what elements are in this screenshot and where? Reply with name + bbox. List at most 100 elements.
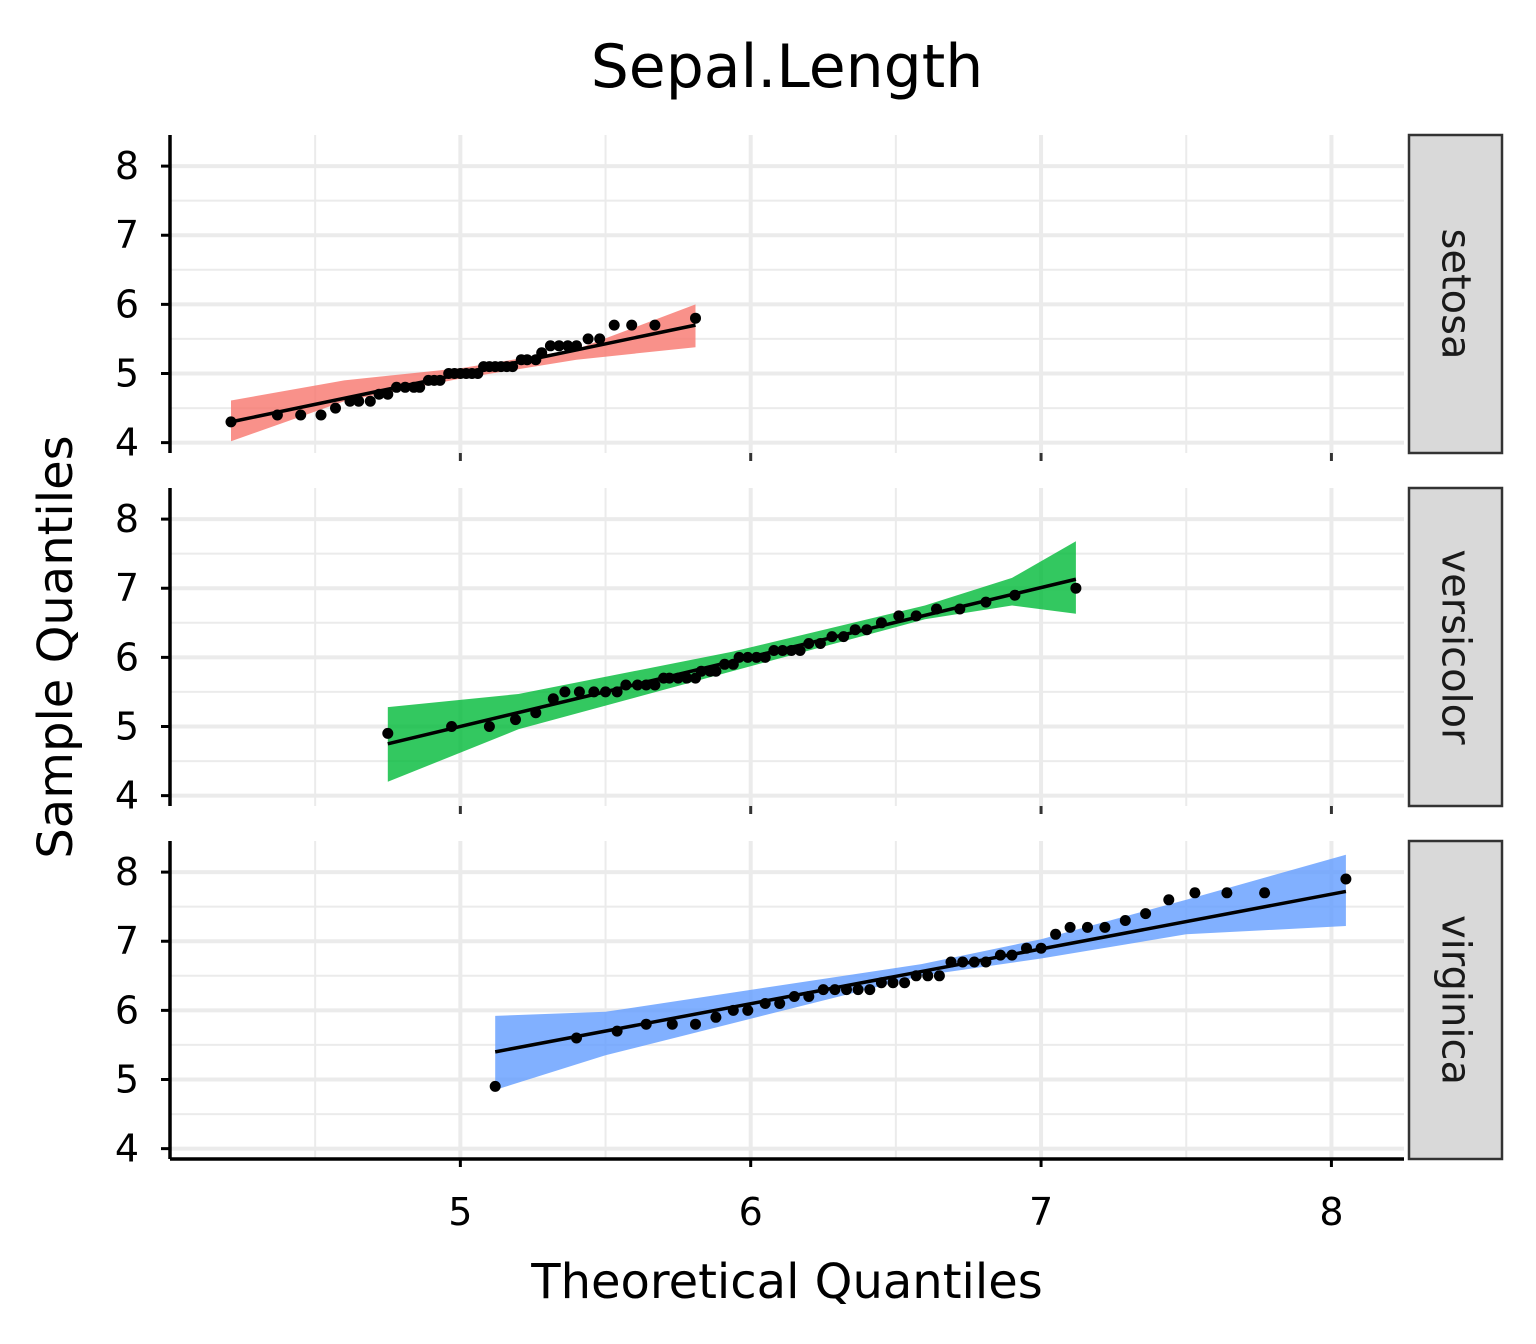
data-point [968,956,980,968]
data-point [608,319,620,331]
data-point [489,1080,501,1092]
data-point [530,707,542,719]
data-point [446,721,458,732]
data-point [887,977,899,989]
data-point [611,686,623,698]
data-point [1009,589,1021,601]
data-point [382,388,394,400]
data-point [777,645,789,656]
data-point [330,402,341,414]
data-point [573,686,585,698]
y-tick-label: 7 [115,566,139,610]
data-point [759,651,771,663]
data-point [849,624,861,636]
data-point [768,645,780,656]
data-point [954,603,966,615]
data-point [759,998,771,1009]
y-tick-label: 7 [115,213,139,257]
data-point [788,991,800,1002]
data-point [838,631,850,643]
data-point [271,409,283,421]
data-point [391,381,402,393]
data-point [666,1018,678,1030]
y-tick-label: 8 [115,497,139,541]
data-point [640,1018,652,1030]
data-point [910,610,922,622]
data-point [826,631,838,643]
data-point [994,949,1006,961]
x-axis: 5 6 7 8 [170,1157,1404,1234]
qq-line-virginica [494,889,1347,1054]
data-point [864,984,876,996]
x-axis-title: Theoretical Quantiles [530,1254,1042,1310]
data-point [571,1032,582,1044]
data-point [399,381,411,393]
data-point [710,665,722,677]
strip-background [1407,133,1504,455]
data-point [933,970,945,982]
x-tick-label: 6 [739,1190,763,1234]
data-point [588,686,600,698]
y-tick-label: 4 [115,774,139,818]
data-point [582,333,594,345]
data-point [893,610,905,622]
strip-background [1407,486,1504,808]
y-tick-label: 8 [115,144,139,188]
data-point [295,409,307,421]
data-point [742,1004,754,1016]
data-point [719,658,731,670]
data-point [571,340,582,352]
data-point [733,651,745,663]
data-point [817,984,829,996]
facet-strip-virginica: virginica [1407,839,1504,1161]
data-point [640,679,652,691]
data-point [663,672,675,684]
data-point [553,340,565,352]
chart-title: Sepal.Length [591,32,984,102]
data-point [841,984,852,996]
data-point [875,977,887,989]
data-point [695,665,707,677]
data-point [1163,894,1175,906]
data-point [225,416,237,428]
data-point [611,1025,623,1037]
strip-label: virginica [1433,915,1479,1085]
data-point [814,638,826,649]
data-point [649,679,661,691]
y-axis-title: Sample Quantiles [28,435,84,858]
strip-label: versicolor [1433,549,1479,745]
data-point [681,672,693,684]
data-point [1006,949,1018,961]
data-point [803,638,815,649]
data-point [727,1004,739,1016]
data-point [957,956,969,968]
data-point [980,596,992,608]
data-point [600,686,611,698]
facet-panel-setosa: 4 5 6 7 8 setosa [115,133,1504,465]
data-point [1050,928,1062,940]
strip-label: setosa [1433,229,1479,360]
data-point [1035,942,1047,954]
facet-panel-versicolor: 4 5 6 7 8 versicolor [115,486,1504,818]
facet-strip-versicolor: versicolor [1407,486,1504,808]
y-tick-label: 4 [115,421,139,465]
data-point [364,395,376,407]
data-point [1099,921,1111,933]
data-point [794,645,806,656]
facet-panel-virginica: 4 5 6 7 8 virginica [115,839,1504,1171]
data-point [344,395,356,407]
data-point [861,624,873,636]
data-point [521,354,533,366]
data-point [1070,582,1082,594]
strip-background [1407,839,1504,1161]
data-point [1064,921,1076,933]
data-point [544,340,556,352]
data-point [620,679,632,691]
data-point [373,388,385,400]
data-point [594,333,606,345]
data-point [353,395,365,407]
data-point [434,374,446,386]
x-tick-label: 5 [448,1190,472,1234]
